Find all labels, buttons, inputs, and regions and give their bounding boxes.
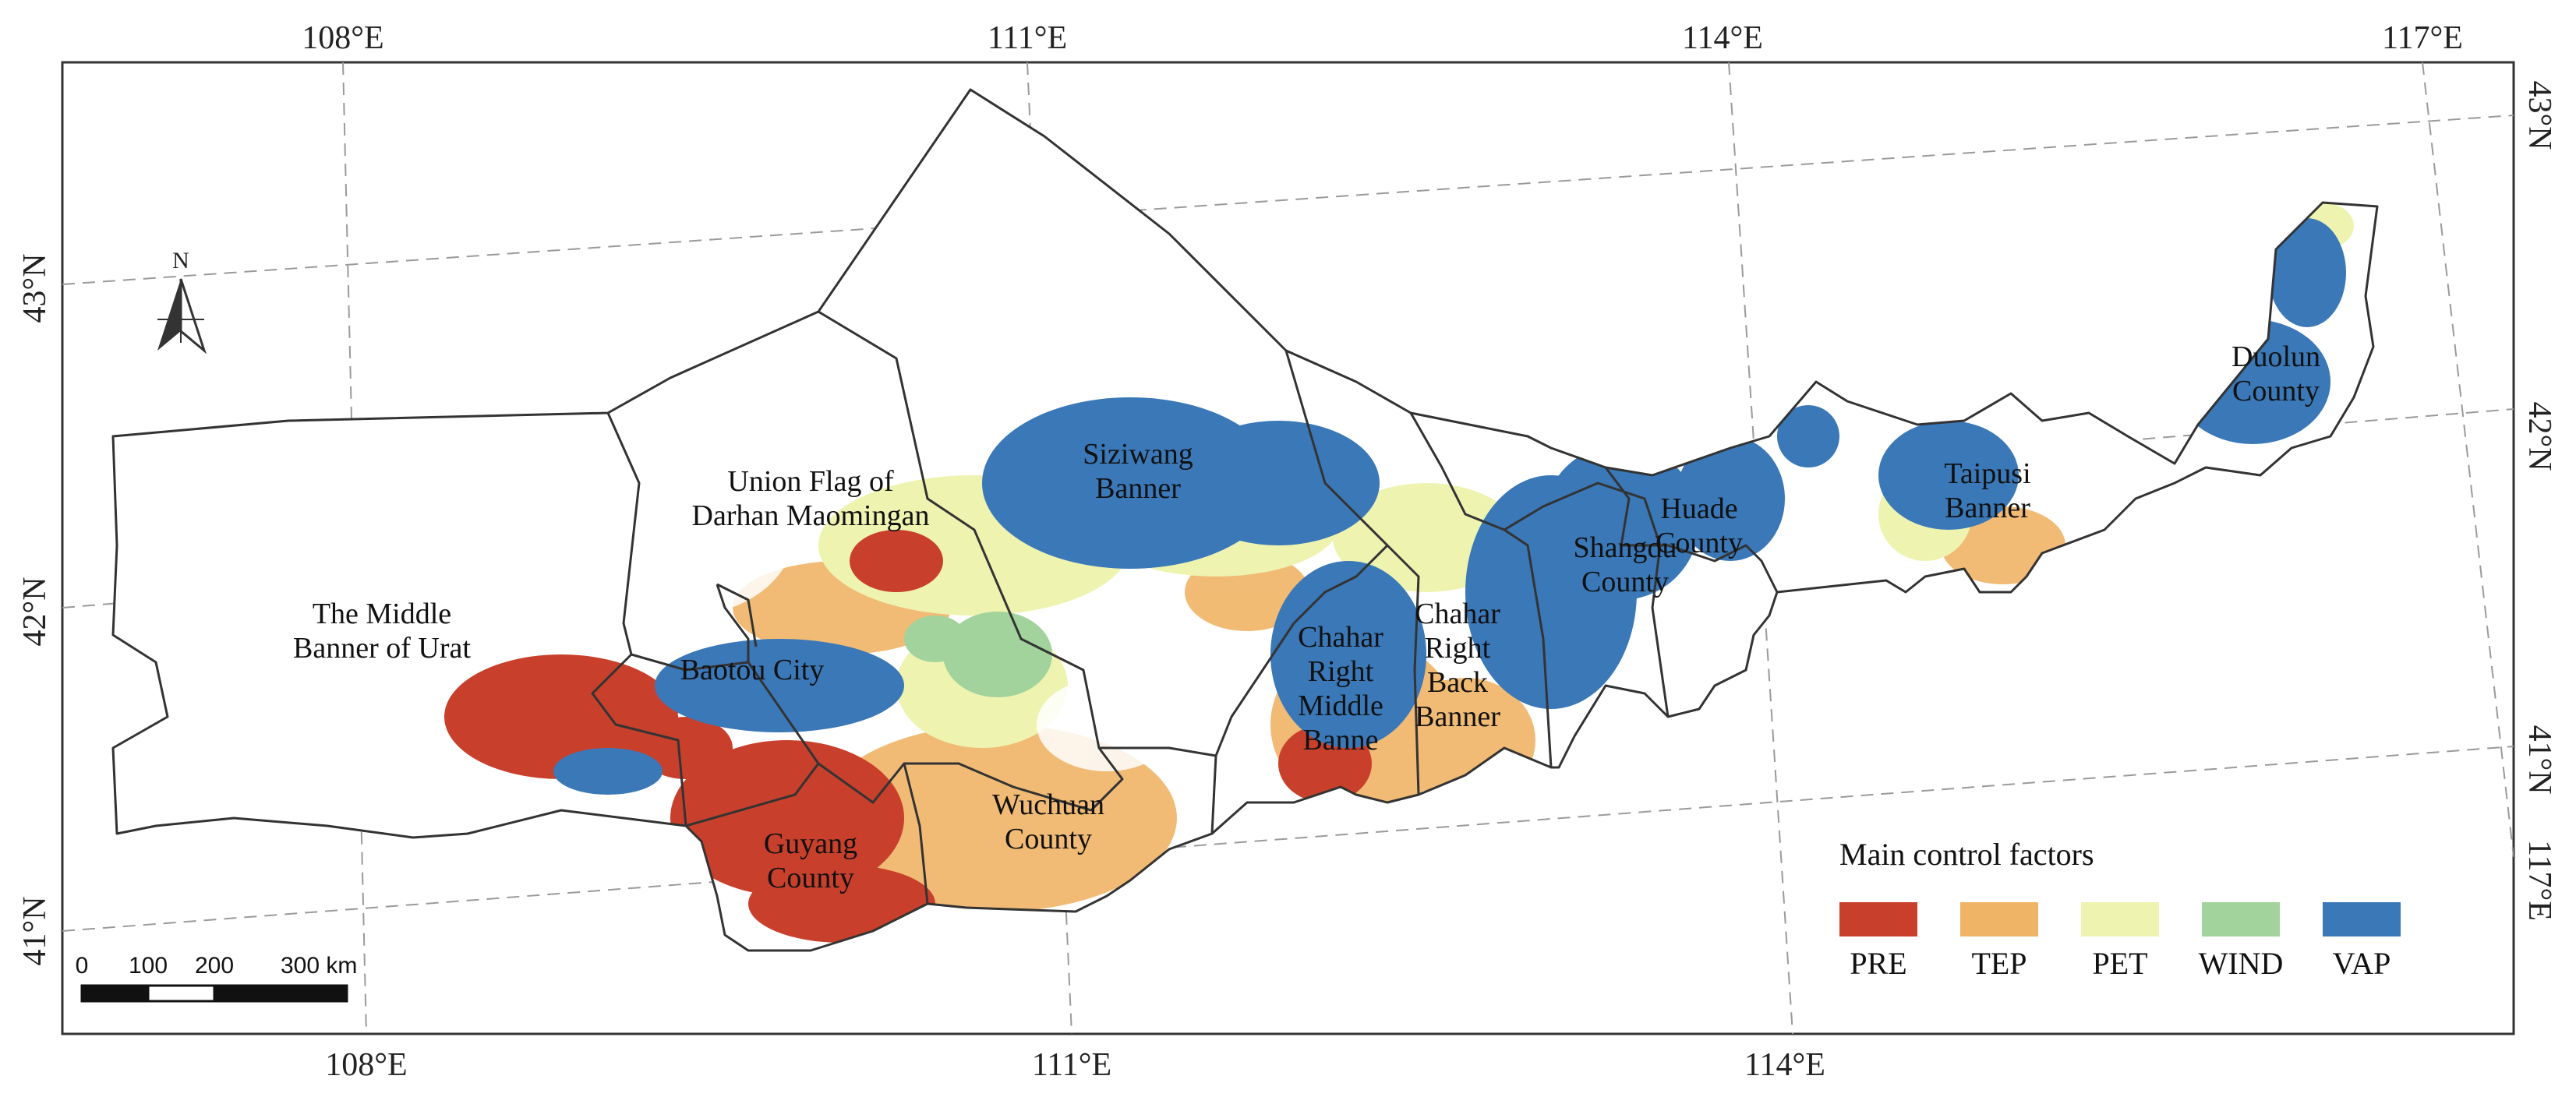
region-label-line: Banner of Urat <box>293 632 471 665</box>
region-label-line: Duolun <box>2231 340 2320 373</box>
north-arrow-icon: N <box>157 248 207 354</box>
region-label-line: Banner <box>1095 472 1181 505</box>
region-label-line: Banner <box>1415 700 1500 733</box>
region-label-line: County <box>1005 823 1092 855</box>
legend-swatch-wind <box>2202 902 2280 936</box>
region-label-line: Darhan Maomingan <box>692 499 930 532</box>
legend-label-tep: TEP <box>1971 946 2027 981</box>
legend-swatch-pet <box>2081 902 2159 936</box>
region-label-line: Baotou City <box>680 654 825 686</box>
study-area-outline <box>111 88 2379 952</box>
region-label-line: Chahar <box>1298 621 1383 654</box>
region-label-duolun: Duolun County <box>2231 340 2320 407</box>
legend-title: Main control factors <box>1839 837 2094 872</box>
coord-left-41: 41°N <box>17 896 53 965</box>
region-label-line: Chahar <box>1415 598 1500 630</box>
legend-label-vap: VAP <box>2333 946 2391 981</box>
region-label-wuchuan: Wuchuan County <box>992 788 1104 855</box>
scale-tick-200: 200 <box>195 953 234 979</box>
coord-right-42: 42°N <box>2521 401 2557 471</box>
coord-top-111: 111°E <box>988 20 1067 56</box>
region-label-urat: The Middle Banner of Urat <box>293 598 471 665</box>
region-label-shangdu: Shangdu County <box>1574 531 1677 598</box>
legend-swatch-vap <box>2323 902 2401 936</box>
region-label-chahar-back: Chahar Right Back Banner <box>1415 598 1500 733</box>
region-label-line: Wuchuan <box>992 788 1104 821</box>
region-label-siziwang: Siziwang Banner <box>1083 438 1193 505</box>
coord-left-43: 43°N <box>17 253 53 323</box>
region-label-line: Huade <box>1660 492 1737 525</box>
region-label-line: Right <box>1425 632 1491 665</box>
region-label-darhan: Union Flag of Darhan Maomingan <box>692 465 930 532</box>
north-label: N <box>172 248 189 273</box>
coordinate-labels: 108°E 111°E 114°E 117°E 108°E 111°E 114°… <box>17 20 2557 1083</box>
region-label-line: Siziwang <box>1083 438 1193 471</box>
region-label-line: Union Flag of <box>727 465 894 498</box>
region-labels: The Middle Banner of Urat Union Flag of Dar… <box>293 340 2320 894</box>
coord-right-41: 41°N <box>2521 725 2557 794</box>
scale-tick-100: 100 <box>129 953 168 979</box>
region-label-huade: Huade County <box>1655 492 1743 559</box>
region-label-line: Shangdu <box>1574 531 1677 564</box>
region-label-line: County <box>1581 566 1669 598</box>
coord-top-114: 114°E <box>1682 20 1763 56</box>
scale-tick-0: 0 <box>76 953 89 979</box>
region-label-guyang: Guyang County <box>764 827 857 894</box>
coord-bottom-114: 114°E <box>1744 1047 1825 1083</box>
region-label-baotou: Baotou City <box>680 654 825 686</box>
region-label-line: County <box>2232 375 2320 407</box>
coord-bottom-108: 108°E <box>325 1047 407 1083</box>
coord-left-42: 42°N <box>17 577 53 646</box>
region-label-taipusi: Taipusi Banner <box>1944 457 2030 524</box>
region-label-line: Guyang <box>764 827 857 860</box>
coord-right-117: 117°E <box>2521 840 2557 921</box>
region-boundaries <box>111 88 2379 952</box>
legend-label-wind: WIND <box>2199 946 2284 981</box>
region-label-line: County <box>767 862 854 894</box>
legend-swatch-pre <box>1839 902 1917 936</box>
region-label-line: County <box>1655 527 1743 559</box>
legend-swatch-tep <box>1960 902 2038 936</box>
region-label-line: Taipusi <box>1944 457 2030 490</box>
coord-top-117: 117°E <box>2382 20 2463 56</box>
coord-top-108: 108°E <box>302 20 383 56</box>
legend-label-pre: PRE <box>1850 946 1906 981</box>
coord-bottom-111: 111°E <box>1032 1047 1111 1083</box>
scale-bar: 0 100 200 300 km <box>76 953 357 1003</box>
region-label-line: Back <box>1427 666 1488 699</box>
region-label-line: Right <box>1308 655 1374 688</box>
region-label-line: The Middle <box>313 598 451 630</box>
scale-tick-300: 300 km <box>281 953 357 979</box>
region-label-line: Banner <box>1945 492 2030 524</box>
region-label-line: Banne <box>1302 724 1378 757</box>
region-label-line: Middle <box>1298 690 1383 722</box>
legend: Main control factors PRE TEP PET WIND VAP <box>1839 837 2401 981</box>
region-label-chahar-middle: Chahar Right Middle Banne <box>1298 621 1383 757</box>
coord-right-43: 43°N <box>2521 80 2557 150</box>
legend-label-pet: PET <box>2092 946 2147 981</box>
